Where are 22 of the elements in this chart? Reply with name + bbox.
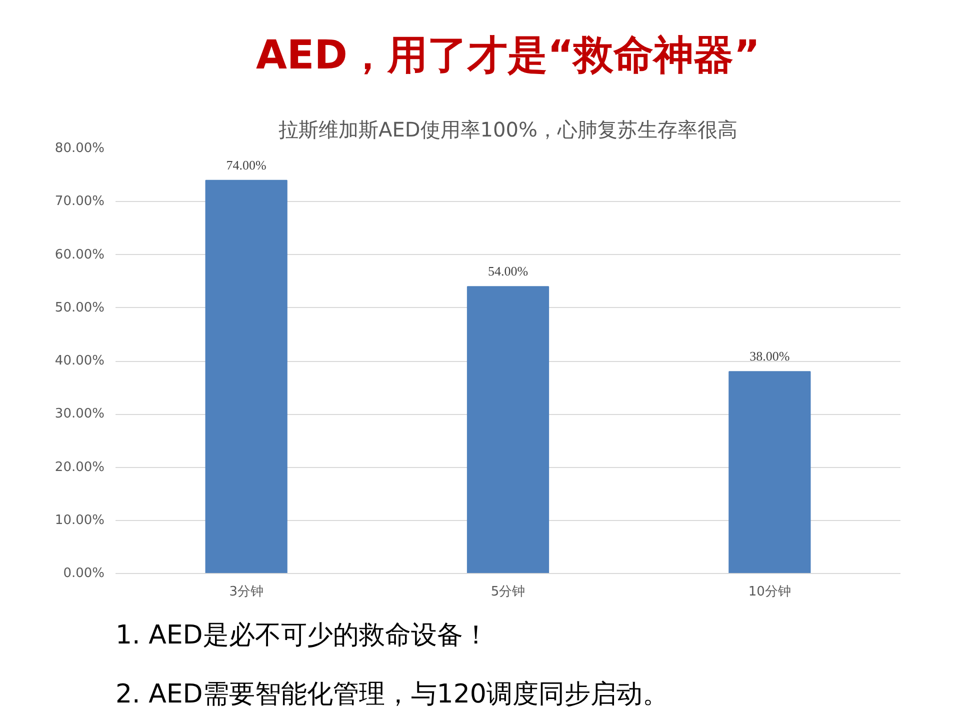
y-tick-label: 40.00%	[54, 354, 105, 368]
bar	[466, 286, 550, 574]
y-tick-label: 60.00%	[54, 247, 105, 262]
x-tick-label: 10分钟	[748, 584, 791, 600]
x-tick-label: 5分钟	[490, 584, 526, 600]
y-tick-label: 0.00%	[63, 566, 105, 581]
y-tick-label: 30.00%	[54, 406, 105, 422]
y-tick-label: 10.00%	[54, 512, 105, 528]
x-tick-label: 3分钟	[229, 584, 264, 600]
bar	[728, 371, 811, 574]
y-tick-label: 70.00%	[54, 194, 105, 210]
data-label: 54.00%	[488, 264, 528, 279]
y-tick-label: 50.00%	[54, 300, 105, 316]
bar	[205, 180, 288, 574]
text: 1. AED是必不可少的救命设备！	[116, 620, 489, 650]
data-label: 38.00%	[750, 348, 790, 364]
chart-title: AED，用了才是“救命神器”	[256, 32, 760, 78]
y-tick-label: 20.00%	[54, 460, 105, 475]
y-tick-label: 80.00%	[54, 141, 105, 156]
chart-subtitle: 拉斯维加斯AED使用率100%，心肺复苏生存率很高	[278, 118, 738, 142]
data-label: 74.00%	[226, 157, 267, 172]
text: 2. AED需要智能化管理，与120调度同步启动。	[116, 680, 668, 710]
